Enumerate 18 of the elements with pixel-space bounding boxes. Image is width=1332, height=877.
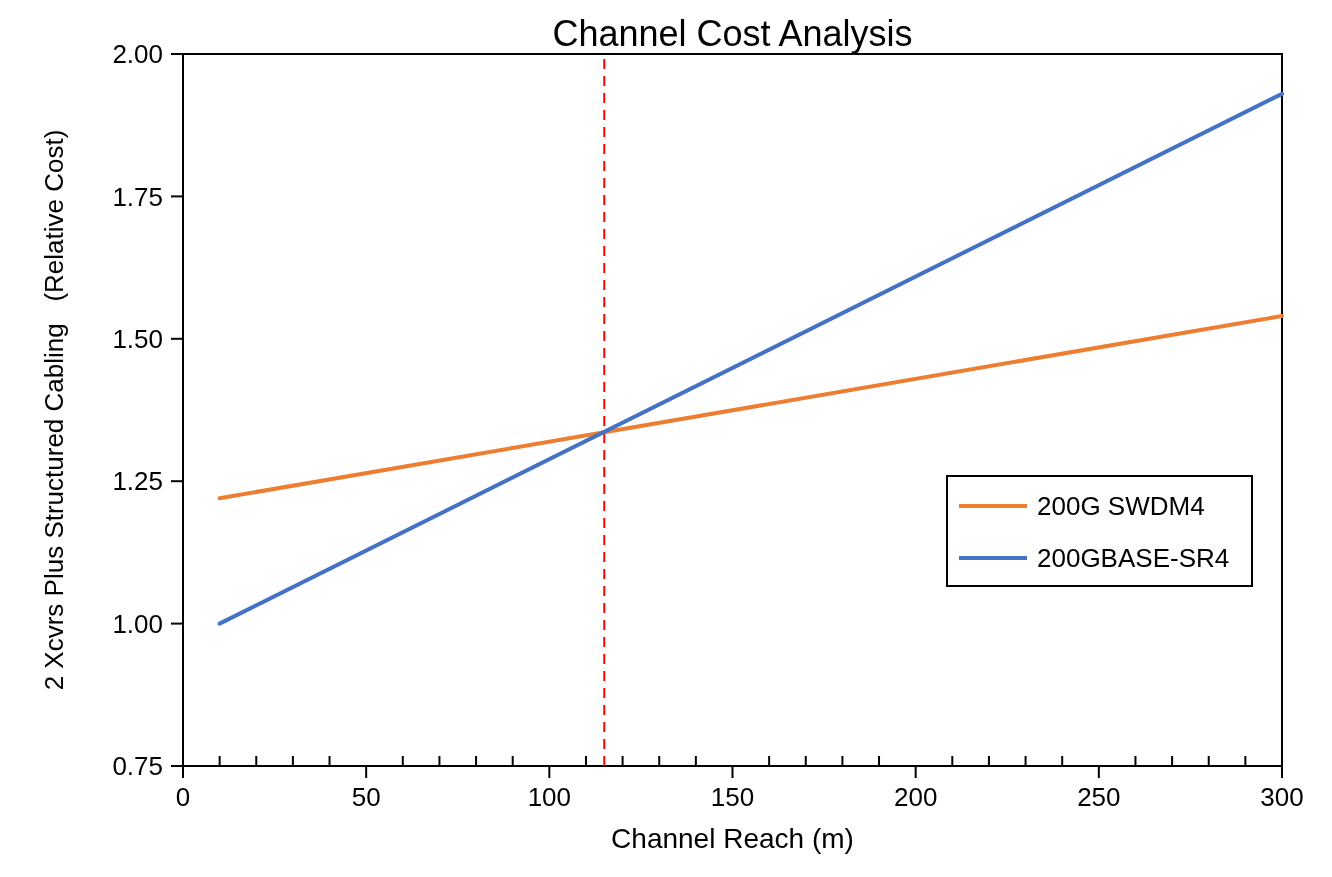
y-tick-label: 2.00 — [112, 39, 163, 70]
chart-title: Channel Cost Analysis — [552, 13, 913, 54]
x-tick-label: 200 — [893, 782, 938, 812]
legend-label: 200G SWDM4 — [1037, 491, 1205, 522]
y-tick-label: 1.00 — [112, 608, 163, 639]
x-tick-label: 0 — [175, 782, 191, 812]
y-axis-title: 2 Xcvrs Plus Structured Cabling (Relative Cost) — [39, 129, 69, 691]
x-tick-label: 100 — [527, 782, 572, 812]
x-tick-label: 250 — [1077, 782, 1121, 812]
legend-label: 200GBASE-SR4 — [1037, 543, 1230, 574]
y-tick-label: 1.50 — [112, 323, 163, 354]
y-tick-label: 0.75 — [112, 751, 163, 782]
x-tick-label: 300 — [1260, 782, 1304, 812]
x-axis-title: Channel Reach (m) — [611, 823, 854, 854]
y-tick-label: 1.25 — [112, 466, 163, 497]
x-tick-label: 150 — [710, 782, 755, 812]
x-tick-label: 50 — [351, 782, 381, 812]
y-tick-label: 1.75 — [112, 181, 163, 212]
